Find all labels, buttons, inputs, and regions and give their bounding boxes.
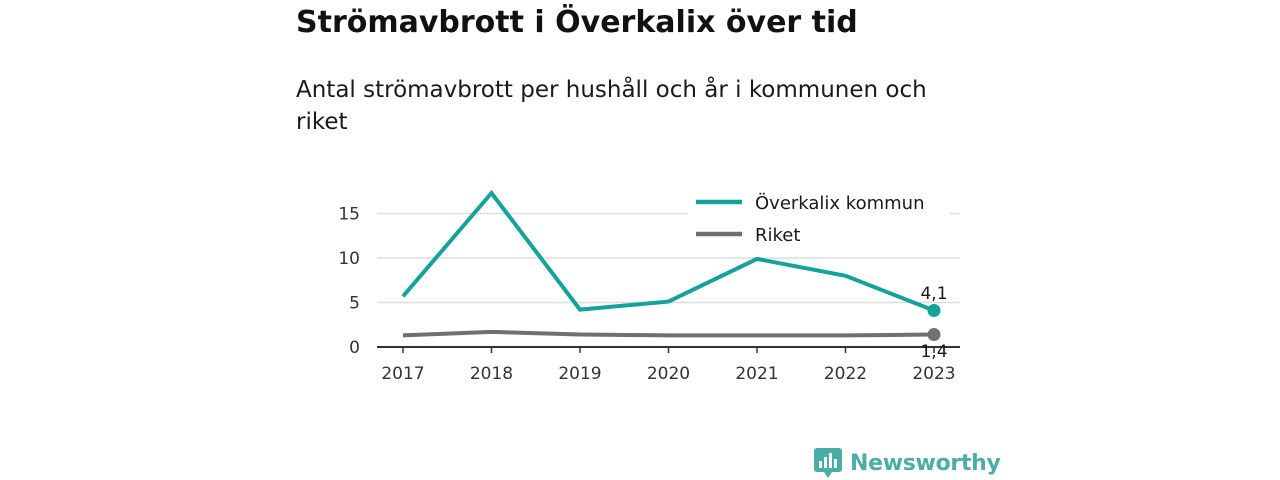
legend-label: Överkalix kommun bbox=[755, 192, 925, 214]
brand-logo: Newsworthy bbox=[814, 446, 1001, 480]
x-tick-label: 2017 bbox=[381, 364, 424, 384]
x-axis bbox=[377, 346, 960, 353]
series-end-point bbox=[927, 328, 941, 342]
y-tick-label: 0 bbox=[349, 338, 360, 358]
x-tick-label: 2018 bbox=[470, 364, 513, 384]
end-value-label: 1,4 bbox=[920, 342, 947, 362]
series-line bbox=[402, 329, 935, 338]
x-tick-label: 2020 bbox=[647, 364, 690, 384]
series-line bbox=[401, 189, 935, 313]
legend-background bbox=[688, 184, 950, 250]
x-tick-label: 2023 bbox=[912, 364, 955, 384]
x-tick-label: 2019 bbox=[558, 364, 601, 384]
x-tick-label: 2021 bbox=[735, 364, 778, 384]
y-tick-labels: 0 5 10 15 bbox=[338, 205, 360, 359]
chart-subtitle: Antal strömavbrott per hushåll och år i … bbox=[296, 77, 927, 135]
chart-title: Strömavbrott i Överkalix över tid bbox=[296, 5, 858, 40]
x-tick-label: 2022 bbox=[824, 364, 867, 384]
legend-label: Riket bbox=[755, 225, 800, 246]
x-tick-labels: 2017 2018 2019 2020 2021 2022 2023 bbox=[381, 364, 955, 384]
series-lines bbox=[401, 189, 941, 342]
y-tick-label: 10 bbox=[338, 249, 360, 269]
legend: Överkalix kommun Riket bbox=[688, 184, 950, 250]
y-tick-label: 5 bbox=[349, 294, 360, 314]
brand-name: Newsworthy bbox=[850, 450, 1001, 476]
y-tick-label: 15 bbox=[338, 205, 360, 225]
newsworthy-logo-icon bbox=[814, 448, 842, 478]
series-end-point bbox=[927, 304, 941, 318]
data-labels: 1,4 4,1 bbox=[920, 284, 947, 362]
end-value-label: 4,1 bbox=[920, 284, 947, 304]
